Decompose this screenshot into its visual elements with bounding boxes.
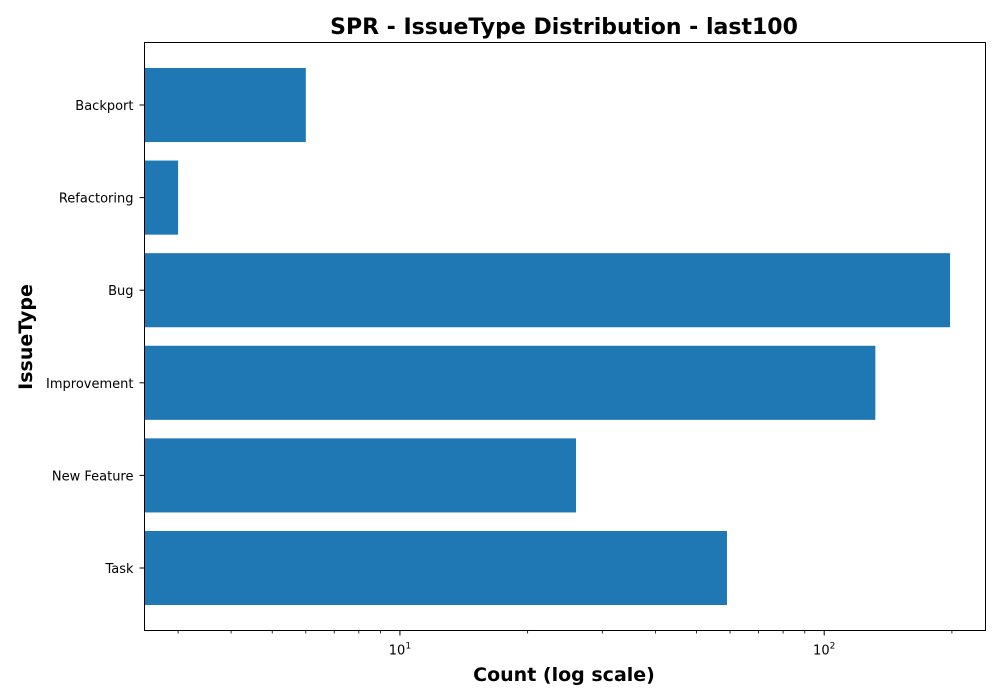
x-axis: 101 102 (177, 630, 953, 659)
y-tick-label: Bug (108, 284, 133, 299)
bar-task (144, 530, 727, 606)
y-tick-label: Task (104, 562, 134, 577)
bar-backport (144, 67, 306, 143)
y-tick-label: Improvement (46, 377, 133, 392)
x-tick-label: 101 (389, 642, 411, 659)
x-axis-label: Count (log scale) (473, 664, 655, 686)
y-axis: Task New Feature Improvement Bug Refactoring… (46, 99, 145, 577)
y-tick-label: Refactoring (59, 192, 134, 207)
chart-title: SPR - IssueType Distribution - last100 (330, 15, 798, 40)
plot-frame (144, 42, 986, 631)
y-axis-label: IssueType (15, 284, 37, 390)
bar-bug (144, 253, 951, 328)
bars-group (144, 67, 951, 606)
bar-improvement (144, 345, 876, 420)
y-tick-label: New Feature (52, 469, 134, 484)
bar-refactoring (144, 160, 179, 235)
x-tick-label: 102 (813, 642, 835, 659)
bar-new-feature (144, 438, 576, 513)
y-tick-label: Backport (75, 99, 133, 114)
